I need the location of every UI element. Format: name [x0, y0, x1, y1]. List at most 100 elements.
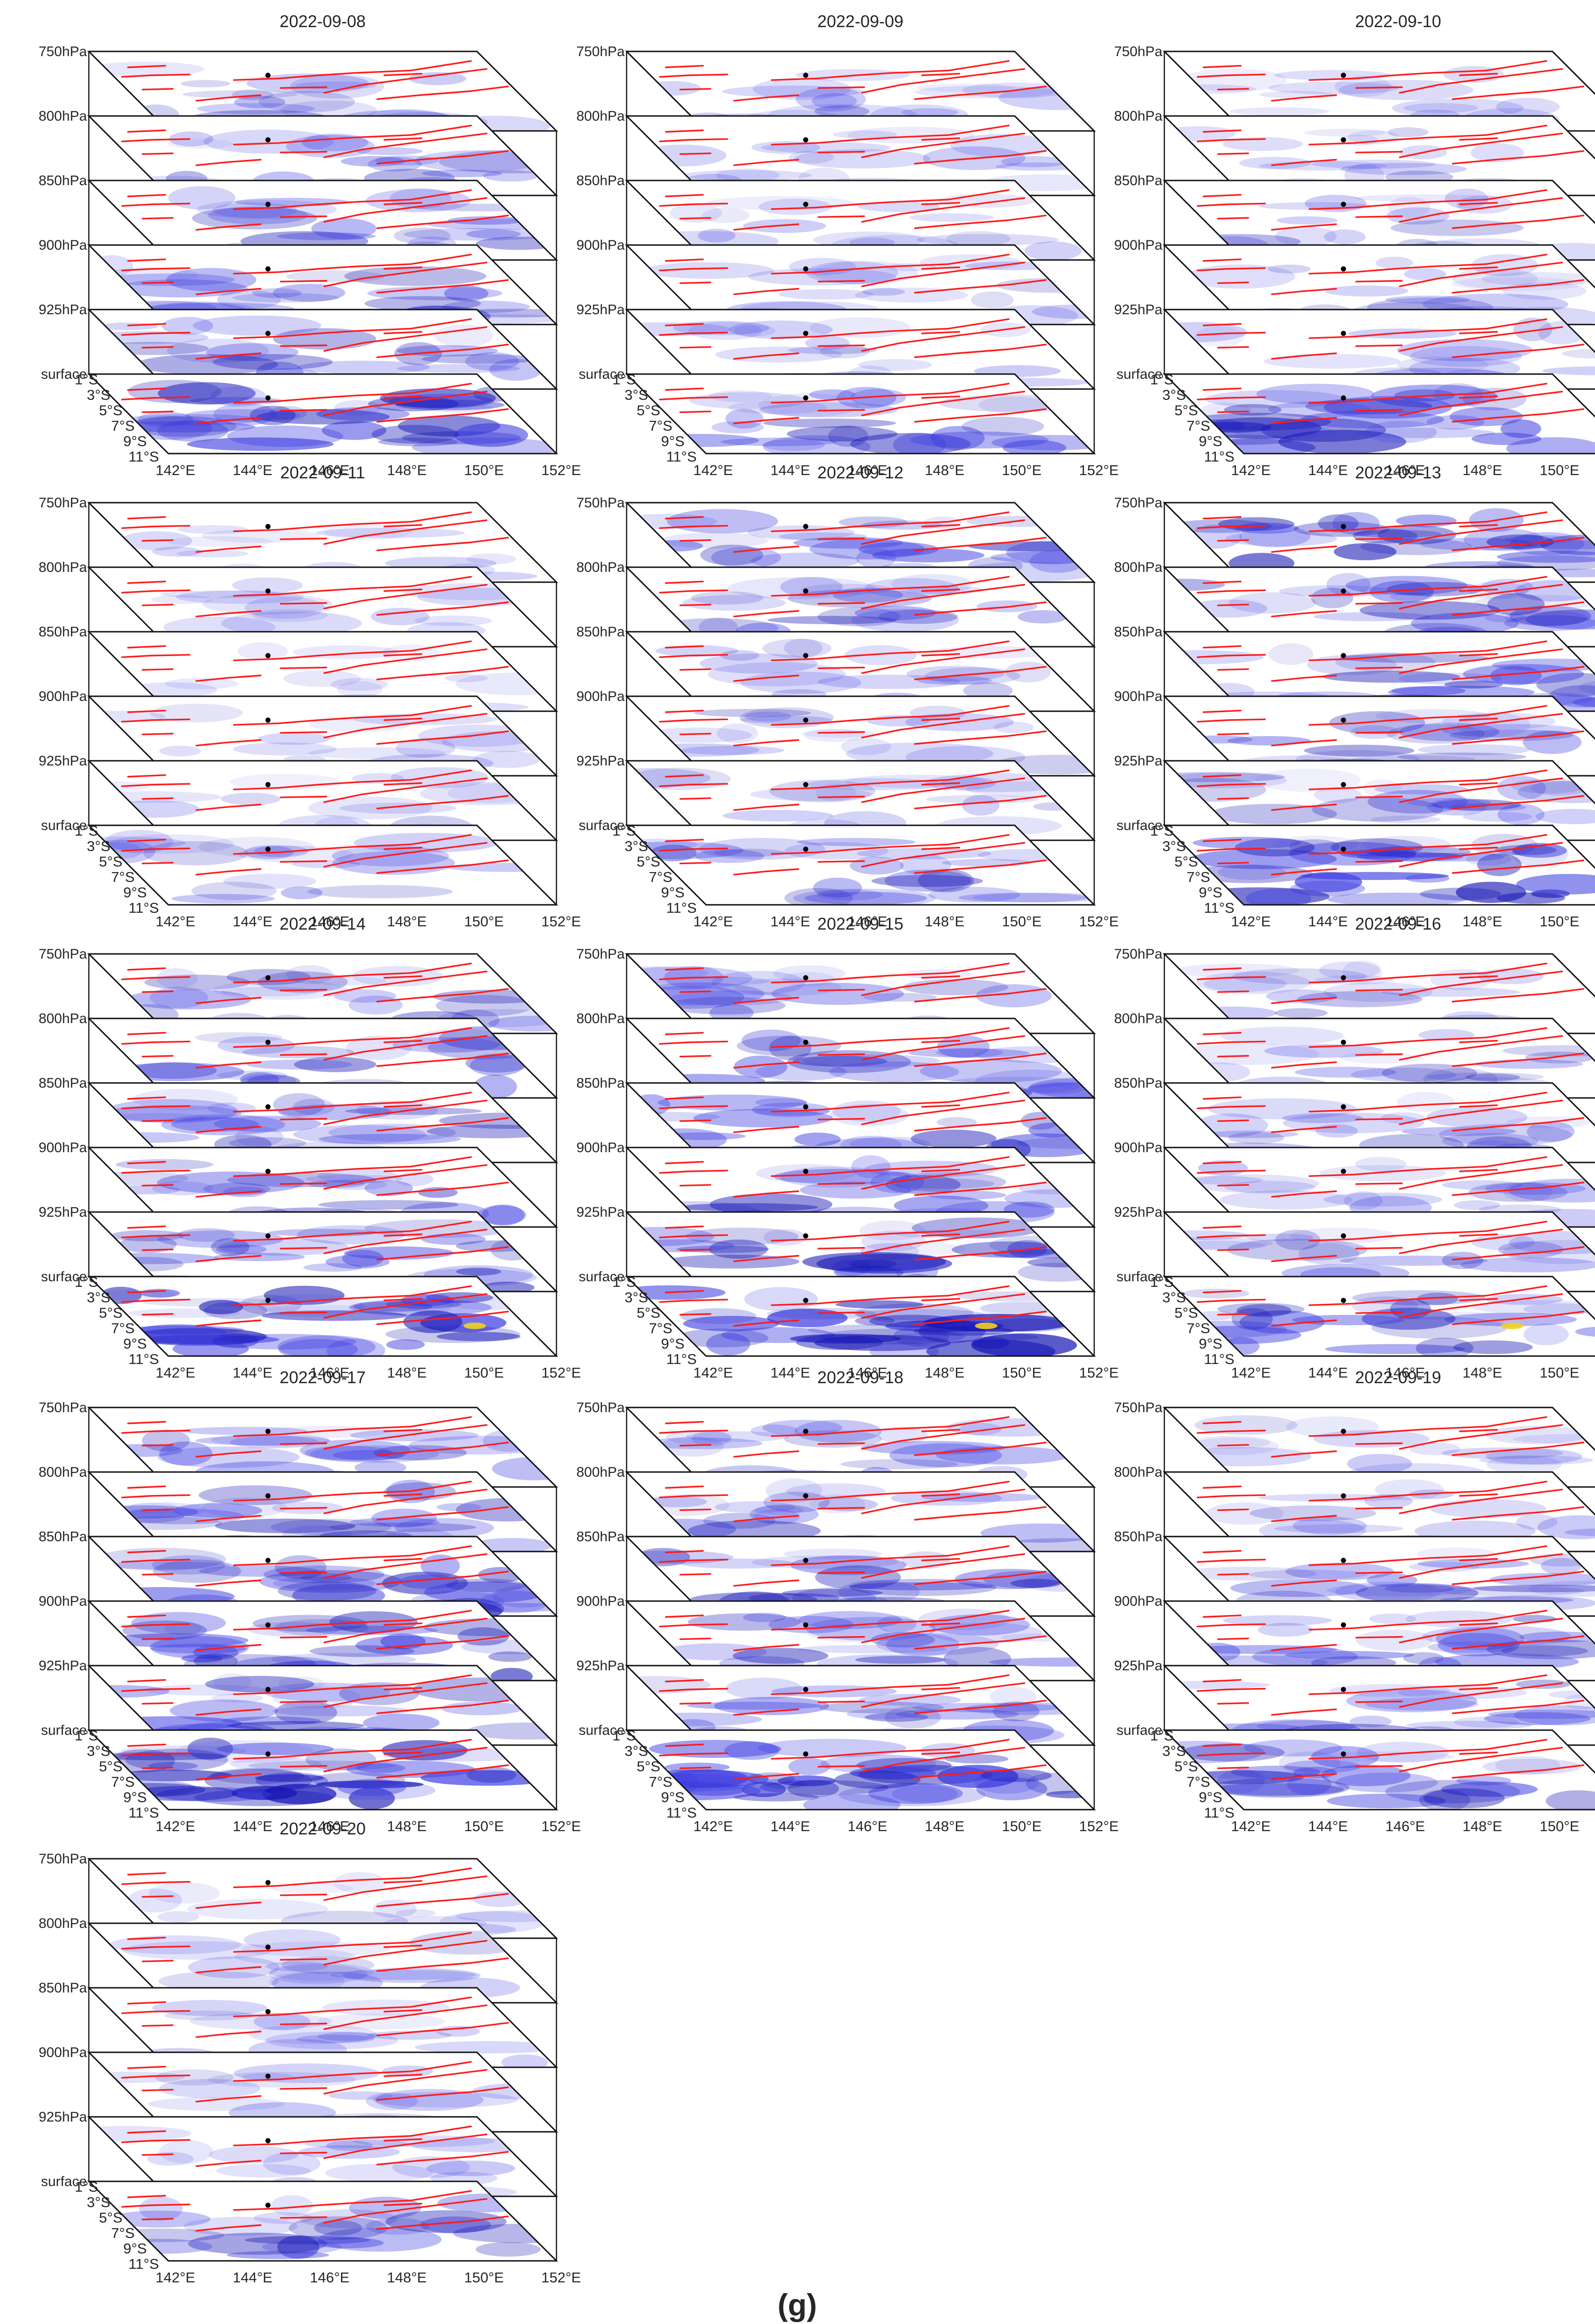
- field-blob: [188, 1956, 280, 1978]
- field-blob: [308, 1180, 366, 1188]
- field-blob: [123, 1941, 272, 1960]
- layer-outline: [1162, 1147, 1595, 1228]
- lat-tick: 11°S: [129, 1351, 159, 1367]
- level-label: 750hPa: [39, 1400, 87, 1415]
- lon-tick: 148°E: [387, 1364, 427, 1381]
- fault-line: [1308, 705, 1547, 726]
- fault-line: [659, 267, 728, 272]
- lat-tick: 11°S: [1204, 900, 1234, 916]
- layer-plane: [627, 1083, 1094, 1162]
- fault-line: [142, 1638, 174, 1640]
- fault-line: [1197, 202, 1266, 207]
- field-blob: [245, 2236, 370, 2245]
- level-label: 900hPa: [39, 1140, 87, 1155]
- field-blob: [1257, 1494, 1403, 1502]
- field-blob: [974, 1771, 1039, 1794]
- fault-line: [383, 1298, 423, 1301]
- field-blob: [839, 1783, 986, 1806]
- field-blob: [1429, 1499, 1546, 1518]
- fault-line: [323, 1617, 488, 1644]
- fault-line: [1197, 1623, 1266, 1628]
- field-blob: [139, 2196, 183, 2221]
- fault-line: [733, 803, 800, 811]
- fault-line: [1459, 1298, 1498, 1301]
- layer-900hPa: 900hPa: [577, 689, 1096, 777]
- fault-line: [1355, 1765, 1403, 1768]
- level-label: surface: [579, 367, 625, 382]
- fault-line: [665, 1290, 704, 1293]
- level-label: 750hPa: [1114, 495, 1163, 511]
- layer-plane: [89, 1083, 556, 1162]
- layer-surface: surface: [579, 818, 1096, 906]
- fault-line: [861, 1424, 1025, 1450]
- level-label: 750hPa: [39, 946, 87, 962]
- field-blob: [761, 142, 891, 153]
- layer-outline: [625, 180, 1096, 261]
- fault-line: [665, 516, 704, 520]
- epicenter-marker: [1341, 588, 1346, 594]
- lat-tick: 11°S: [666, 448, 697, 465]
- fault-line: [127, 1679, 166, 1682]
- field-blob: [234, 198, 350, 207]
- field-blob: [1464, 528, 1544, 551]
- layer-outline: [87, 824, 558, 906]
- layer-outline: [87, 953, 558, 1034]
- layer-plane: [89, 1018, 556, 1098]
- field-blob: [339, 802, 457, 814]
- fault-line: [665, 709, 704, 713]
- fault-line: [659, 1688, 728, 1692]
- fault-line: [376, 344, 509, 358]
- fault-line: [1399, 326, 1563, 352]
- field-blob: [1220, 1026, 1344, 1045]
- lat-tick: 5°S: [99, 1758, 123, 1775]
- epicenter-marker: [1341, 846, 1346, 852]
- field-blob: [814, 105, 870, 117]
- field-blob: [802, 1054, 940, 1068]
- fault-line: [1271, 996, 1337, 1004]
- field-blob: [89, 62, 205, 77]
- fault-line: [1308, 318, 1547, 339]
- field-blob: [871, 1632, 935, 1647]
- field-blob: [109, 1935, 242, 1955]
- fault-line: [142, 1573, 174, 1576]
- fault-line: [121, 1623, 190, 1628]
- field-blob: [993, 722, 1034, 733]
- field-blob: [122, 1620, 207, 1640]
- fault-line: [679, 281, 712, 284]
- layer-plane: [1164, 1083, 1595, 1162]
- field-blob: [846, 1708, 920, 1719]
- fault-line: [1203, 1290, 1242, 1293]
- field-blob: [926, 794, 1039, 804]
- field-blob: [725, 1677, 802, 1700]
- fault-line: [1459, 1493, 1498, 1497]
- field-blob: [872, 548, 985, 563]
- field-blob: [1207, 1098, 1357, 1119]
- field-blob: [404, 228, 550, 241]
- field-blob: [1218, 864, 1286, 880]
- field-blob: [157, 1171, 305, 1194]
- fault-line: [1451, 344, 1585, 358]
- field-blob: [386, 1339, 425, 1350]
- field-blob: [465, 1054, 529, 1073]
- field-blob: [1164, 1681, 1270, 1689]
- field-blob: [1415, 1337, 1473, 1356]
- field-blob: [1506, 437, 1595, 454]
- layer-outline: [87, 1018, 558, 1099]
- field-blob: [481, 1281, 535, 1292]
- field-blob: [441, 1702, 523, 1716]
- fault-line: [233, 1545, 472, 1566]
- field-blob: [1391, 686, 1465, 696]
- fault-line: [383, 2073, 423, 2077]
- field-blob: [190, 2013, 332, 2030]
- fault-line: [921, 72, 960, 76]
- field-blob: [1217, 1769, 1265, 1793]
- field-blob: [414, 615, 492, 626]
- field-blob: [1575, 1326, 1595, 1337]
- field-blob: [1345, 576, 1467, 595]
- layer-outline: [625, 1600, 1096, 1682]
- field-blob: [1020, 1082, 1094, 1098]
- layer-plane: [1164, 1212, 1595, 1292]
- fault-line: [679, 1184, 712, 1187]
- field-blob: [740, 715, 832, 724]
- field-blob: [1397, 356, 1489, 374]
